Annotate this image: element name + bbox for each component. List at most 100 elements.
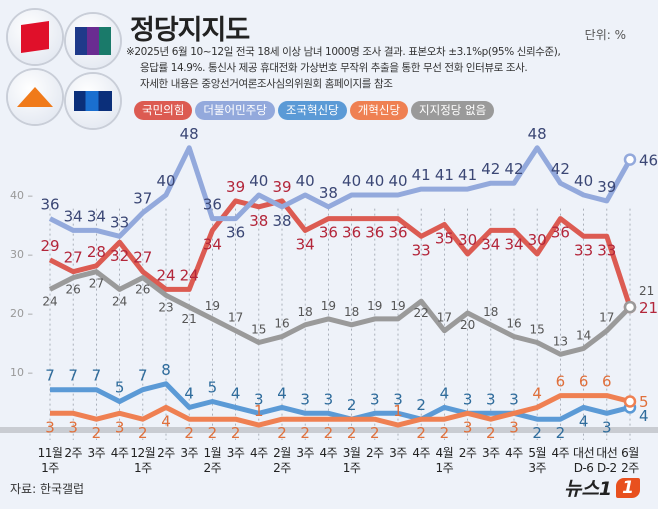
data-label: 4 bbox=[579, 412, 589, 430]
series-line bbox=[50, 393, 631, 428]
data-label: 7 bbox=[92, 367, 102, 385]
data-label: 3 bbox=[45, 418, 55, 436]
source-label: 자료: 한국갤럽 bbox=[10, 482, 85, 496]
data-label: 21 bbox=[182, 312, 197, 326]
data-label: 4 bbox=[440, 384, 450, 402]
data-label: 2 bbox=[370, 424, 380, 442]
y-tick-label: 20 – bbox=[10, 307, 33, 320]
data-label: 28 bbox=[87, 243, 106, 261]
data-label: 3 bbox=[68, 418, 78, 436]
data-label: 3 bbox=[300, 390, 310, 408]
data-label: 34 bbox=[87, 207, 106, 225]
data-label: 2 bbox=[138, 424, 148, 442]
data-label: 42 bbox=[481, 160, 500, 178]
x-tick-label: 1주 bbox=[343, 461, 361, 475]
data-label: 3 bbox=[509, 418, 519, 436]
x-tick-label: 3주 bbox=[180, 446, 198, 460]
data-label: 27 bbox=[64, 249, 83, 267]
x-tick-label: 4주 bbox=[505, 446, 523, 460]
data-label: 19 bbox=[367, 299, 382, 313]
data-label: 41 bbox=[412, 166, 431, 184]
data-label: 27 bbox=[89, 277, 104, 291]
data-label: 2 bbox=[231, 424, 241, 442]
x-tick-label: 2주 bbox=[459, 446, 477, 460]
data-label: 3 bbox=[370, 390, 380, 408]
democratic-party-logo bbox=[66, 14, 120, 68]
x-tick-label: 2월 bbox=[273, 446, 291, 460]
legend-item: 지지정당 없음 bbox=[411, 101, 495, 120]
x-tick-label: 4주 bbox=[320, 446, 338, 460]
x-tick-label: 대선 bbox=[573, 446, 594, 460]
data-label: 30 bbox=[458, 231, 477, 249]
data-label: 17 bbox=[228, 311, 243, 325]
legend-item: 국민의힘 bbox=[134, 101, 193, 120]
data-label: 40 bbox=[249, 172, 268, 190]
x-tick-label: 3주 bbox=[528, 461, 546, 475]
brand-text: 뉴스1 bbox=[563, 478, 613, 500]
data-label: 8 bbox=[161, 361, 171, 379]
x-tick-label: 6월 bbox=[621, 446, 639, 460]
x-tick-label: 2주 bbox=[157, 446, 175, 460]
data-label: 4 bbox=[277, 384, 287, 402]
x-tick-label: 2주 bbox=[204, 461, 222, 475]
data-label: 46 bbox=[639, 151, 658, 169]
y-tick-label: 40 – bbox=[10, 189, 33, 202]
data-label: 3 bbox=[463, 390, 473, 408]
data-label: 26 bbox=[135, 283, 150, 297]
data-label: 35 bbox=[435, 230, 454, 248]
data-label: 2 bbox=[324, 424, 334, 442]
data-label: 6 bbox=[579, 373, 589, 391]
data-label: 33 bbox=[110, 213, 129, 231]
data-label: 2 bbox=[300, 424, 310, 442]
data-label: 17 bbox=[437, 311, 452, 325]
data-label: 5 bbox=[639, 393, 649, 411]
data-label: 16 bbox=[506, 317, 521, 331]
ppp-logo bbox=[8, 10, 62, 64]
data-label: 38 bbox=[319, 184, 338, 202]
data-label: 3 bbox=[115, 418, 125, 436]
note-line: ※2025년 6월 10~12일 전국 18세 이상 남녀 1000명 조사 결… bbox=[126, 46, 561, 58]
unit-label: 단위: % bbox=[584, 28, 626, 42]
data-label: 15 bbox=[530, 323, 545, 337]
data-label: 27 bbox=[133, 249, 152, 267]
x-tick-label: 3주 bbox=[88, 446, 106, 460]
legend-item: 개혁신당 bbox=[349, 101, 409, 120]
data-label: 2 bbox=[92, 424, 102, 442]
data-label: 40 bbox=[156, 172, 175, 190]
data-label: 3 bbox=[254, 390, 264, 408]
data-label: 21 bbox=[639, 284, 654, 298]
data-label: 41 bbox=[435, 166, 454, 184]
x-tick-label: 4주 bbox=[412, 446, 430, 460]
data-label: 40 bbox=[388, 172, 407, 190]
data-label: 36 bbox=[203, 196, 222, 214]
x-tick-label: 4주 bbox=[552, 446, 570, 460]
y-tick-label: 10 – bbox=[10, 366, 33, 379]
data-label: 24 bbox=[112, 294, 127, 308]
series-line bbox=[50, 381, 631, 422]
data-label: 3 bbox=[324, 390, 334, 408]
data-label: 2 bbox=[486, 424, 496, 442]
data-label: 40 bbox=[296, 172, 315, 190]
data-label: 48 bbox=[528, 125, 547, 143]
x-tick-label: 대선 bbox=[596, 446, 617, 460]
data-label: 19 bbox=[205, 299, 220, 313]
x-tick-label: D-2 bbox=[597, 461, 617, 475]
data-label: 6 bbox=[602, 373, 612, 391]
data-label: 39 bbox=[272, 178, 291, 196]
data-label: 2 bbox=[416, 424, 426, 442]
data-label: 2 bbox=[347, 424, 357, 442]
data-label: 4 bbox=[184, 384, 194, 402]
x-tick-label: 11월 bbox=[38, 446, 63, 460]
data-label: 33 bbox=[412, 241, 431, 259]
data-label: 2 bbox=[184, 424, 194, 442]
data-label: 5 bbox=[115, 379, 125, 397]
data-label: 19 bbox=[390, 299, 405, 313]
data-label: 4 bbox=[639, 407, 649, 425]
data-label: 18 bbox=[483, 305, 498, 319]
data-label: 48 bbox=[180, 125, 199, 143]
data-label: 5 bbox=[208, 379, 218, 397]
note-line: 자세한 내용은 중앙선거여론조사심의위원회 홈페이지를 참조 bbox=[140, 78, 393, 90]
rebuilding-korea-party-logo bbox=[66, 74, 120, 128]
data-label: 20 bbox=[460, 318, 475, 332]
x-tick-label: 3주 bbox=[296, 446, 314, 460]
